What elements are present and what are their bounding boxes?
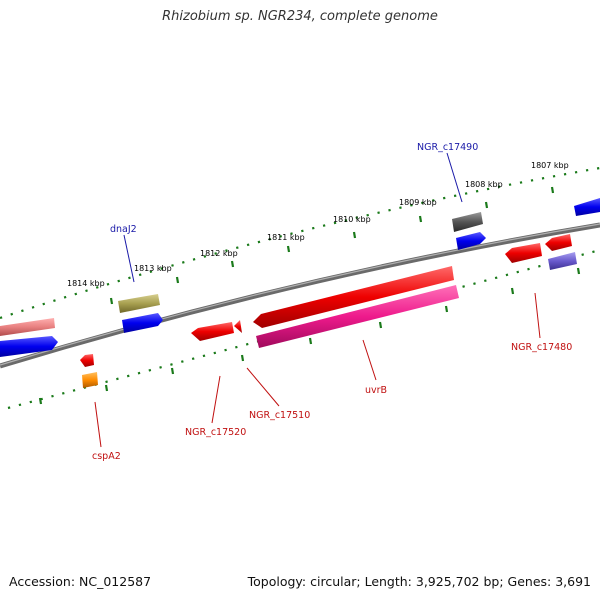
gene-label-ngr-c17510: NGR_c17510	[249, 410, 310, 421]
leader-line	[94, 401, 102, 448]
gene-blue	[0, 336, 58, 357]
leader-line	[246, 367, 280, 407]
gene-red	[253, 266, 454, 328]
gene-blue	[574, 198, 600, 216]
accession-label: Accession: NC_012587	[9, 574, 152, 589]
leader-line	[446, 152, 463, 203]
tick-label: 1812 kbp	[200, 249, 238, 258]
tick-label: 1810 kbp	[333, 215, 371, 224]
gene-slate	[548, 252, 577, 270]
tick-label: 1809 kbp	[399, 198, 437, 207]
gene-ngr-c17510	[234, 320, 242, 333]
gene-label-cspa2: cspA2	[92, 451, 121, 462]
gene-red	[80, 354, 94, 367]
tick-label: 1807 kbp	[531, 161, 569, 170]
gene-label-dnaj2: dnaJ2	[110, 224, 137, 235]
tick-label: 1808 kbp	[465, 180, 503, 189]
leader-line	[534, 292, 541, 339]
gene-label-ngr-c17520: NGR_c17520	[185, 427, 246, 438]
gene-label-uvrb: uvrB	[365, 385, 387, 396]
genome-summary-label: Topology: circular; Length: 3,925,702 bp…	[247, 574, 591, 589]
map-title: Rhizobium sp. NGR234, complete genome	[162, 9, 438, 24]
tick-label: 1811 kbp	[267, 233, 305, 242]
leader-line	[123, 234, 135, 283]
major-ticks-top	[109, 186, 555, 305]
gene-ngr-c17520	[191, 322, 234, 341]
leader-line	[362, 339, 377, 381]
gene-blue	[122, 313, 163, 333]
gene-uvrb	[256, 285, 459, 348]
gene-pink	[0, 318, 55, 336]
major-ticks-bottom	[38, 267, 581, 405]
tick-label: 1814 kbp	[67, 279, 105, 288]
gene-dnaj2	[118, 294, 160, 313]
gene-ngr-c17490	[452, 212, 483, 232]
leader-line	[211, 375, 221, 424]
genome-backbone	[0, 222, 600, 369]
gene-cspa2	[82, 372, 98, 388]
gene-ngr-c17480	[505, 243, 542, 263]
gene-label-ngr-c17480: NGR_c17480	[511, 342, 572, 353]
gene-label-ngr-c17490: NGR_c17490	[417, 142, 478, 153]
gene-red	[545, 234, 572, 251]
gene-blue	[456, 232, 486, 250]
tick-label: 1813 kbp	[134, 264, 172, 273]
